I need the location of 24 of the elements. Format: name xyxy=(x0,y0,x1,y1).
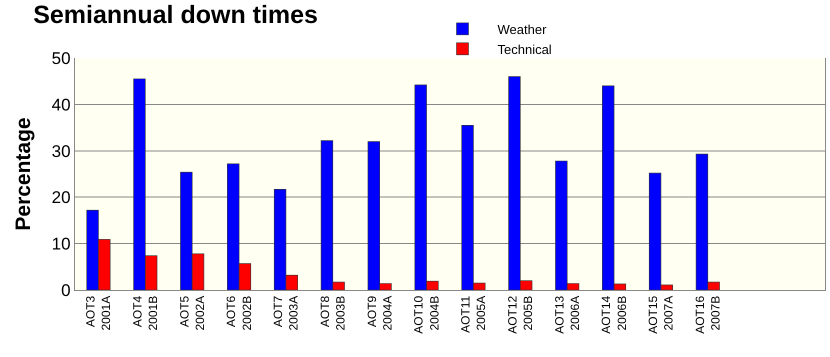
legend-label: Weather xyxy=(498,22,548,37)
x-tick-label: AOT15 2007A xyxy=(646,295,676,334)
x-tick-label: AOT7 2003A xyxy=(271,295,301,331)
x-tick-label: AOT11 2005A xyxy=(458,295,488,333)
x-tick-label: AOT16 2007B xyxy=(692,295,723,334)
y-tick-label: 20 xyxy=(52,188,71,208)
y-axis-title: Percentage xyxy=(12,117,35,231)
legend-label: Technical xyxy=(498,42,552,57)
x-tick-label: AOT13 2006A xyxy=(552,295,582,334)
y-tick-label: 0 xyxy=(61,280,71,300)
x-tick-label: AOT9 2004A xyxy=(364,295,394,331)
y-tick-label: 50 xyxy=(52,48,71,68)
y-tick-label: 30 xyxy=(52,142,71,161)
x-tick-label: AOT10 2004B xyxy=(412,295,442,334)
x-tick-label: AOT14 2006B xyxy=(599,295,629,334)
chart-title: Semiannual down times xyxy=(33,0,318,29)
x-tick-label: AOT12 2005B xyxy=(505,295,536,334)
x-tick-label: AOT3 2001A xyxy=(84,295,114,331)
x-tick-label: AOT4 2001B xyxy=(130,295,160,331)
y-tick-label: 40 xyxy=(52,95,71,114)
y-tick-label: 10 xyxy=(52,234,71,254)
x-tick-label: AOT5 2002A xyxy=(177,295,207,331)
x-tick-label: AOT8 2003B xyxy=(318,295,348,331)
x-tick-label: AOT6 2002B xyxy=(224,295,254,331)
